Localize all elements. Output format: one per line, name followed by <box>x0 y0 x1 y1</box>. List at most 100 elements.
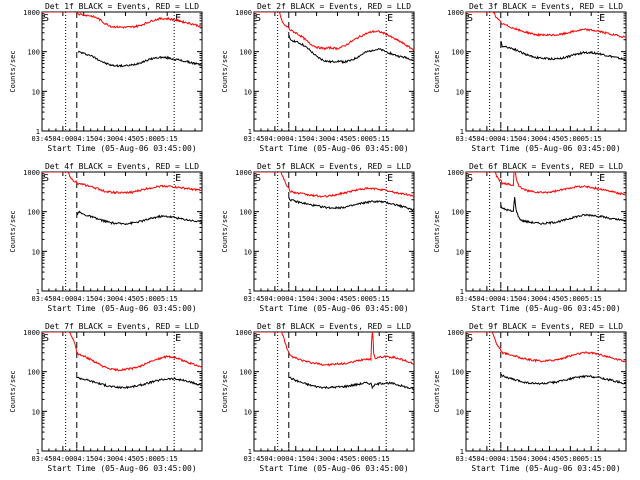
x-tick-label: 04:15 <box>73 295 94 303</box>
plot-frame <box>253 331 415 452</box>
x-tick-label: 04:45 <box>539 295 560 303</box>
y-tick-label: 1 <box>248 448 252 456</box>
y-tick-label: 100 <box>27 209 40 217</box>
x-tick-label: 05:00 <box>560 455 581 463</box>
x-axis-label: Start Time (05-Aug-06 03:45:00) <box>47 304 196 313</box>
start-marker: S <box>467 13 473 24</box>
y-tick-label: 10 <box>32 88 40 96</box>
y-tick-label: 1 <box>248 288 252 296</box>
y-axis-label: Counts/sec <box>221 210 229 252</box>
panel-title: Det 5f BLACK = Events, RED = LLD <box>257 162 411 171</box>
y-axis-label: Counts/sec <box>433 50 441 92</box>
end-marker: E <box>175 13 181 24</box>
lld-series-line <box>254 172 414 198</box>
y-tick-label: 100 <box>239 209 252 217</box>
plot-frame <box>465 331 627 452</box>
start-marker: S <box>43 173 49 184</box>
x-axis-label: Start Time (05-Aug-06 03:45:00) <box>47 464 196 473</box>
x-tick-label: 05:00 <box>348 295 369 303</box>
detector-panel: Det 2f BLACK = Events, RED = LLD 1 10 100 10… <box>221 2 415 153</box>
y-tick-label: 100 <box>239 49 252 57</box>
plot-frame <box>465 11 627 132</box>
x-tick-label: 04:15 <box>497 455 518 463</box>
events-series-line <box>288 34 414 64</box>
y-tick-label: 100 <box>451 209 464 217</box>
events-series-line <box>76 210 202 226</box>
x-tick-label: 05:00 <box>560 135 581 143</box>
panel-title: Det 3f BLACK = Events, RED = LLD <box>469 2 623 11</box>
x-tick-label: 04:15 <box>285 295 306 303</box>
plot-frame <box>465 171 627 292</box>
x-tick-label: 04:00 <box>52 455 73 463</box>
y-tick-label: 10 <box>456 248 464 256</box>
plot-frame <box>253 11 415 132</box>
detector-panel: Det 6f BLACK = Events, RED = LLD 1 10 100 10… <box>433 162 627 313</box>
x-tick-label: 05:15 <box>369 455 390 463</box>
x-axis-label: Start Time (05-Aug-06 03:45:00) <box>471 144 620 153</box>
end-marker: E <box>387 173 393 184</box>
x-tick-label: 04:00 <box>264 295 285 303</box>
events-series-line <box>76 376 202 390</box>
x-tick-label: 03:45 <box>455 135 476 143</box>
x-tick-label: 03:45 <box>455 455 476 463</box>
x-tick-label: 04:30 <box>518 135 539 143</box>
panel-title: Det 6f BLACK = Events, RED = LLD <box>469 162 623 171</box>
y-tick-label: 1 <box>460 288 464 296</box>
x-tick-label: 04:45 <box>539 455 560 463</box>
x-tick-label: 04:15 <box>73 455 94 463</box>
x-tick-label: 04:45 <box>327 135 348 143</box>
y-tick-label: 1000 <box>447 329 464 337</box>
start-marker: S <box>467 333 473 344</box>
y-tick-label: 10 <box>244 408 252 416</box>
x-tick-label: 04:00 <box>264 135 285 143</box>
y-tick-label: 1000 <box>23 169 40 177</box>
panel-title: Det 1f BLACK = Events, RED = LLD <box>45 2 199 11</box>
x-tick-label: 04:00 <box>476 455 497 463</box>
x-tick-label: 04:30 <box>518 295 539 303</box>
y-axis-label: Counts/sec <box>9 370 17 412</box>
x-tick-label: 05:00 <box>560 295 581 303</box>
x-tick-label: 05:15 <box>157 455 178 463</box>
y-axis-label: Counts/sec <box>9 50 17 92</box>
events-series-line <box>500 197 626 226</box>
x-tick-label: 04:15 <box>285 135 306 143</box>
x-tick-label: 05:00 <box>136 135 157 143</box>
start-marker: S <box>255 13 261 24</box>
y-axis-label: Counts/sec <box>9 210 17 252</box>
x-tick-label: 03:45 <box>455 295 476 303</box>
y-tick-label: 1000 <box>23 329 40 337</box>
y-tick-label: 1 <box>36 448 40 456</box>
x-tick-label: 04:00 <box>476 135 497 143</box>
x-tick-label: 04:30 <box>518 455 539 463</box>
lld-series-line <box>42 172 202 195</box>
detector-panel: Det 4f BLACK = Events, RED = LLD 1 10 100 10… <box>9 162 203 313</box>
x-tick-label: 04:30 <box>94 455 115 463</box>
start-marker: S <box>467 173 473 184</box>
plot-frame <box>41 171 203 292</box>
y-tick-label: 10 <box>244 88 252 96</box>
x-tick-label: 05:00 <box>136 455 157 463</box>
x-tick-label: 04:15 <box>73 135 94 143</box>
y-tick-label: 10 <box>456 88 464 96</box>
end-marker: E <box>175 173 181 184</box>
y-tick-label: 10 <box>32 408 40 416</box>
y-tick-label: 10 <box>456 408 464 416</box>
end-marker: E <box>387 13 393 24</box>
end-marker: E <box>387 333 393 344</box>
y-tick-label: 1000 <box>23 9 40 17</box>
x-tick-label: 04:15 <box>285 455 306 463</box>
y-tick-label: 1 <box>36 128 40 136</box>
x-axis-label: Start Time (05-Aug-06 03:45:00) <box>259 464 408 473</box>
x-tick-label: 05:15 <box>581 135 602 143</box>
x-tick-label: 05:15 <box>157 135 178 143</box>
x-tick-label: 03:45 <box>31 455 52 463</box>
x-tick-label: 04:45 <box>327 455 348 463</box>
end-marker: E <box>175 333 181 344</box>
plot-frame <box>41 11 203 132</box>
x-tick-label: 05:15 <box>157 295 178 303</box>
y-axis-label: Counts/sec <box>221 50 229 92</box>
detector-panel: Det 7f BLACK = Events, RED = LLD 1 10 100 10… <box>9 322 203 473</box>
detector-panel: Det 5f BLACK = Events, RED = LLD 1 10 100 10… <box>221 162 415 313</box>
x-tick-label: 05:15 <box>581 455 602 463</box>
x-tick-label: 05:00 <box>348 455 369 463</box>
